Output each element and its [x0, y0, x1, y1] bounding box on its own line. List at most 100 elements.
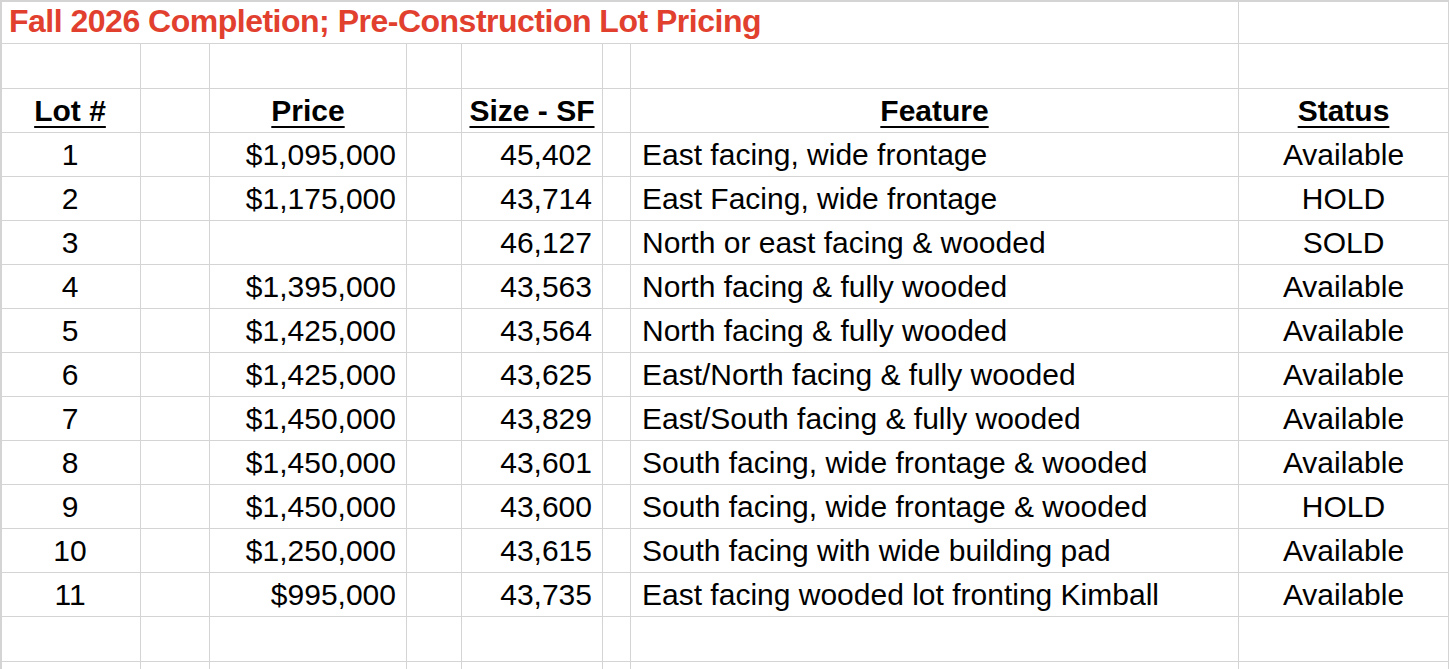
cell-price[interactable]: $1,450,000	[210, 397, 407, 441]
empty-cell[interactable]	[603, 485, 631, 529]
empty-cell[interactable]	[407, 441, 462, 485]
cell-status[interactable]: HOLD	[1239, 177, 1449, 221]
empty-cell[interactable]	[141, 44, 210, 89]
cell-feature[interactable]: South facing, wide frontage & wooded	[631, 441, 1239, 485]
empty-cell[interactable]	[210, 662, 407, 669]
empty-cell[interactable]	[0, 44, 141, 89]
cell-price[interactable]: $1,450,000	[210, 485, 407, 529]
empty-cell[interactable]	[603, 133, 631, 177]
column-header-price[interactable]: Price	[210, 89, 407, 133]
empty-cell[interactable]	[603, 353, 631, 397]
empty-cell[interactable]	[141, 309, 210, 353]
empty-cell[interactable]	[0, 662, 141, 669]
empty-cell[interactable]	[462, 662, 603, 669]
cell-status[interactable]: Available	[1239, 265, 1449, 309]
cell-status[interactable]: Available	[1239, 309, 1449, 353]
empty-cell[interactable]	[462, 44, 603, 89]
empty-cell[interactable]	[407, 265, 462, 309]
empty-cell[interactable]	[407, 617, 462, 662]
empty-cell[interactable]	[141, 177, 210, 221]
cell-status[interactable]: SOLD	[1239, 221, 1449, 265]
cell-size[interactable]: 46,127	[462, 221, 603, 265]
cell-feature[interactable]: East facing wooded lot fronting Kimball	[631, 573, 1239, 617]
cell-size[interactable]: 43,564	[462, 309, 603, 353]
column-header-feature[interactable]: Feature	[631, 89, 1239, 133]
cell-feature[interactable]: South facing with wide building pad	[631, 529, 1239, 573]
cell-size[interactable]: 45,402	[462, 133, 603, 177]
cell-status[interactable]: Available	[1239, 573, 1449, 617]
cell-price[interactable]: $1,425,000	[210, 309, 407, 353]
cell-lot[interactable]: 6	[0, 353, 141, 397]
cell-lot[interactable]: 9	[0, 485, 141, 529]
empty-cell[interactable]	[603, 221, 631, 265]
cell-price[interactable]: $1,250,000	[210, 529, 407, 573]
column-header-size[interactable]: Size - SF	[462, 89, 603, 133]
empty-cell[interactable]	[141, 529, 210, 573]
empty-cell[interactable]	[407, 221, 462, 265]
empty-cell[interactable]	[631, 44, 1239, 89]
empty-cell[interactable]	[603, 617, 631, 662]
cell-lot[interactable]: 10	[0, 529, 141, 573]
empty-cell[interactable]	[141, 397, 210, 441]
cell-status[interactable]: Available	[1239, 133, 1449, 177]
cell-feature[interactable]: East/South facing & fully wooded	[631, 397, 1239, 441]
empty-cell[interactable]	[603, 309, 631, 353]
cell-feature[interactable]: North or east facing & wooded	[631, 221, 1239, 265]
empty-cell[interactable]	[407, 573, 462, 617]
empty-cell[interactable]	[141, 353, 210, 397]
cell-status[interactable]: Available	[1239, 397, 1449, 441]
cell-feature[interactable]: North facing & fully wooded	[631, 309, 1239, 353]
cell-size[interactable]: 43,625	[462, 353, 603, 397]
cell-price[interactable]: $1,450,000	[210, 441, 407, 485]
empty-cell[interactable]	[407, 529, 462, 573]
cell-lot[interactable]: 2	[0, 177, 141, 221]
empty-cell[interactable]	[631, 617, 1239, 662]
empty-cell[interactable]	[210, 617, 407, 662]
empty-cell[interactable]	[407, 353, 462, 397]
empty-cell[interactable]	[141, 441, 210, 485]
cell-lot[interactable]: 1	[0, 133, 141, 177]
cell-price[interactable]: $1,095,000	[210, 133, 407, 177]
empty-cell[interactable]	[603, 662, 631, 669]
empty-cell[interactable]	[141, 485, 210, 529]
empty-cell[interactable]	[603, 441, 631, 485]
cell-price[interactable]: $1,425,000	[210, 353, 407, 397]
column-header-status[interactable]: Status	[1239, 89, 1449, 133]
empty-cell[interactable]	[141, 133, 210, 177]
cell-lot[interactable]: 8	[0, 441, 141, 485]
cell-feature[interactable]: East facing, wide frontage	[631, 133, 1239, 177]
empty-cell[interactable]	[0, 617, 141, 662]
empty-cell[interactable]	[462, 617, 603, 662]
empty-cell[interactable]	[1239, 662, 1449, 669]
empty-cell[interactable]	[1239, 617, 1449, 662]
cell-status[interactable]: HOLD	[1239, 485, 1449, 529]
cell-lot[interactable]: 3	[0, 221, 141, 265]
cell-lot[interactable]: 7	[0, 397, 141, 441]
empty-cell[interactable]	[407, 397, 462, 441]
cell-feature[interactable]: North facing & fully wooded	[631, 265, 1239, 309]
empty-cell[interactable]	[407, 133, 462, 177]
cell-size[interactable]: 43,829	[462, 397, 603, 441]
cell-lot[interactable]: 4	[0, 265, 141, 309]
empty-cell[interactable]	[141, 662, 210, 669]
cell-status[interactable]: Available	[1239, 441, 1449, 485]
empty-cell[interactable]	[1239, 44, 1449, 89]
empty-cell[interactable]	[407, 44, 462, 89]
cell-feature[interactable]: East/North facing & fully wooded	[631, 353, 1239, 397]
empty-cell[interactable]	[603, 529, 631, 573]
cell-price[interactable]: $995,000	[210, 573, 407, 617]
empty-cell[interactable]	[210, 44, 407, 89]
cell-size[interactable]: 43,601	[462, 441, 603, 485]
cell-size[interactable]: 43,600	[462, 485, 603, 529]
cell-size[interactable]: 43,735	[462, 573, 603, 617]
cell-price[interactable]	[210, 221, 407, 265]
cell-status[interactable]: Available	[1239, 529, 1449, 573]
empty-cell[interactable]	[407, 177, 462, 221]
column-header-lot[interactable]: Lot #	[0, 89, 141, 133]
empty-cell[interactable]	[631, 662, 1239, 669]
empty-cell[interactable]	[1239, 0, 1449, 44]
empty-cell[interactable]	[141, 573, 210, 617]
empty-cell[interactable]	[141, 617, 210, 662]
empty-cell[interactable]	[603, 265, 631, 309]
empty-cell[interactable]	[407, 89, 462, 133]
